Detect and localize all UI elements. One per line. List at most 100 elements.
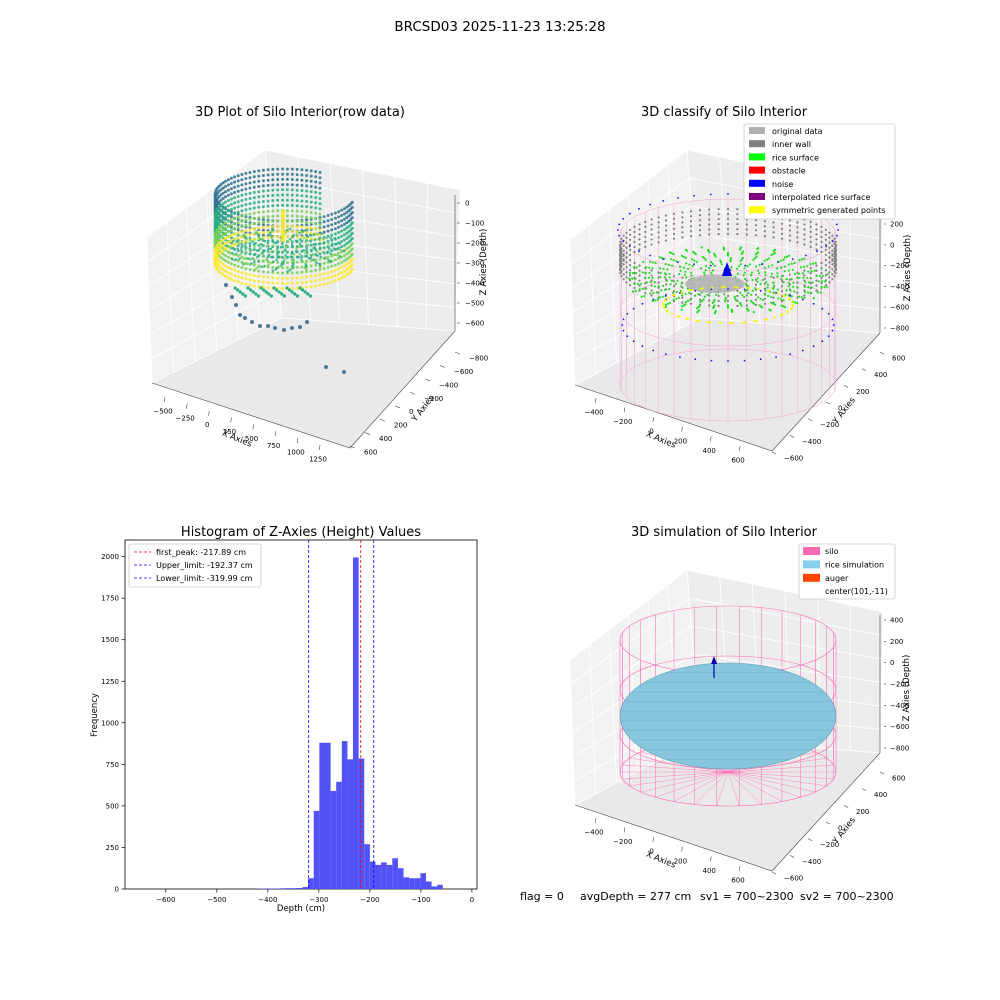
raw-point [276,261,280,264]
raw-point [314,211,318,215]
surface-point [680,308,683,311]
surface-point [686,299,690,303]
surface-point [722,246,725,249]
raw-point [330,275,334,279]
raw-point [281,222,285,226]
surface-point [649,292,652,295]
surface-point [783,265,786,268]
raw-point [257,233,260,236]
raw-point [290,287,294,290]
raw-point [237,241,241,245]
noise-point [827,313,830,315]
raw-point [244,182,248,186]
raw-point [345,226,349,230]
raw-point [229,202,233,206]
raw-point [255,249,259,252]
raw-x-tick-mark [230,417,232,423]
raw-point [229,223,233,227]
raw-point [266,286,270,290]
surface-point [770,272,774,275]
histogram-x-tick-label: −200 [360,896,379,904]
wall-point [754,293,758,296]
raw-point [266,199,270,203]
raw-point [261,215,265,219]
symmetric-point [790,301,794,304]
raw-point [244,218,248,222]
raw-point [283,257,287,261]
raw-point [290,183,294,187]
raw-point [318,176,322,180]
wall-point [620,237,623,240]
raw-point [240,173,244,176]
wall-point [820,271,823,275]
histogram-y-tick-label: 1500 [101,636,119,644]
raw-point [268,261,272,265]
wall-point [672,290,676,293]
raw-point [281,281,285,285]
histogram-bar [274,888,281,889]
surface-point [641,271,644,274]
raw-point [236,226,240,230]
symmetric-point [786,311,789,314]
raw-point [340,271,344,275]
raw-point [290,214,294,218]
raw-point [266,235,270,239]
raw-point [261,270,265,274]
wall-point [618,253,622,257]
raw-point [326,251,329,255]
wall-point [644,245,647,248]
raw-point [295,232,298,236]
raw-point [316,254,319,257]
raw-point [240,209,244,213]
noise-point [835,234,838,237]
raw-point [318,268,322,271]
wall-point [665,224,668,227]
raw-point [290,271,294,275]
footer-sv2: sv2 = 700~2300 [800,890,894,903]
raw-point [290,290,294,294]
raw-point [318,186,322,190]
raw-point [252,180,256,184]
raw-point [305,320,309,324]
wall-point [717,294,720,297]
raw-point [337,215,341,219]
raw-point [333,258,337,262]
wall-point [633,225,636,229]
wall-point [717,233,720,236]
raw-point [300,209,304,213]
surface-point [764,271,767,274]
raw-point [226,183,230,187]
noise-point [626,313,629,315]
raw-point [300,204,304,208]
raw-point [320,232,324,236]
surface-point [761,306,764,309]
wall-point [809,240,812,243]
panel-raw-points [213,167,354,374]
surface-point [773,284,776,287]
raw-point [342,370,346,374]
wall-point [833,275,836,278]
wall-point [772,276,775,279]
raw-z-tick-label: −400 [465,280,484,288]
raw-point [250,262,253,265]
raw-point [306,243,310,247]
raw-point [298,231,301,235]
noise-point [649,254,651,257]
raw-point [305,226,309,229]
raw-point [221,202,225,206]
wall-point [681,216,684,219]
surface-point [666,268,669,271]
wall-point [638,264,641,267]
wall-point [638,279,641,282]
surface-point [798,276,801,279]
cls-y-tick-mark [843,385,849,388]
raw-point [266,173,270,177]
raw-point [248,191,252,195]
surface-point [774,303,777,306]
raw-point [224,254,228,258]
raw-point [229,187,233,191]
noise-point [825,245,828,248]
raw-y-tick-label: 200 [394,422,407,430]
